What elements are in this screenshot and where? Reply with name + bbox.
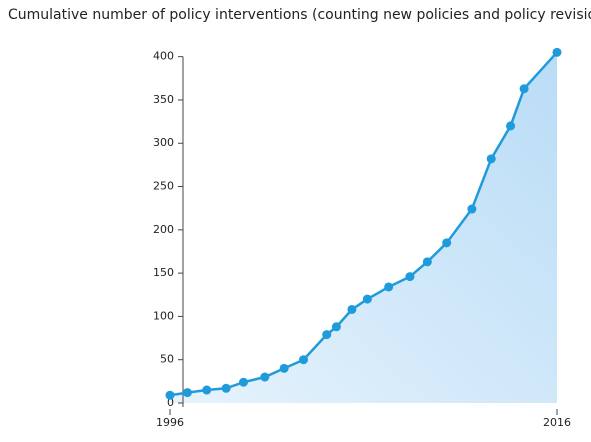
x-tick-label: 2016	[543, 416, 571, 429]
point	[202, 385, 212, 395]
point	[405, 272, 415, 282]
point	[362, 294, 372, 304]
point	[260, 372, 270, 382]
point	[239, 377, 249, 387]
chart-title: Cumulative number of policy intervention…	[8, 7, 591, 23]
point	[322, 330, 332, 340]
point	[486, 154, 496, 164]
point	[442, 238, 452, 248]
point	[467, 204, 477, 214]
point	[165, 390, 175, 400]
point	[182, 388, 192, 398]
y-tick-label: 200	[153, 223, 174, 236]
point	[519, 84, 529, 94]
y-tick-label: 250	[153, 180, 174, 193]
x-tick-label: 1996	[156, 416, 184, 429]
y-tick-label: 100	[153, 309, 174, 322]
y-tick-label: 300	[153, 136, 174, 149]
y-tick-label: 350	[153, 93, 174, 106]
point	[422, 257, 432, 267]
point	[221, 383, 231, 393]
y-tick-label: 0	[167, 396, 174, 409]
point	[552, 47, 562, 57]
point	[299, 355, 309, 365]
point	[384, 282, 394, 292]
area-fill	[170, 52, 557, 403]
y-tick-label: 150	[153, 266, 174, 279]
point	[506, 121, 516, 131]
point	[279, 363, 289, 373]
point	[331, 322, 341, 332]
y-tick-label: 400	[153, 50, 174, 63]
point	[347, 304, 357, 314]
y-tick-label: 50	[160, 353, 174, 366]
